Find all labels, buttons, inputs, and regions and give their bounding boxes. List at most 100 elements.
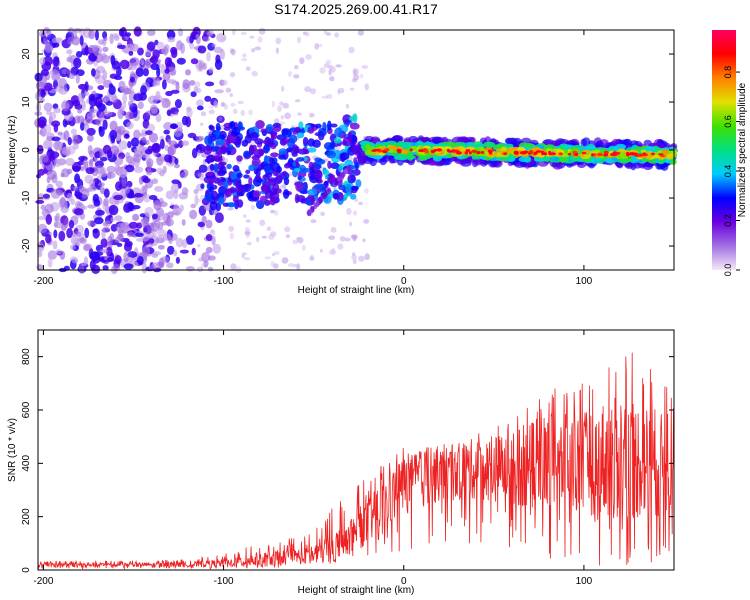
heatmap-cell (66, 192, 73, 202)
heatmap-cell (237, 199, 244, 208)
heatmap-cell (307, 209, 312, 217)
heatmap-cell (232, 165, 240, 172)
heatmap-cell (314, 43, 320, 50)
heatmap-cell (122, 93, 127, 104)
heatmap-cell (328, 64, 333, 70)
heatmap-cell (57, 131, 63, 136)
heatmap-cell (98, 39, 104, 45)
heatmap-cell (259, 219, 266, 226)
heatmap-cell (109, 129, 118, 140)
heatmap-cell (152, 213, 158, 220)
heatmap-cell (358, 255, 365, 262)
heatmap-cell (36, 102, 42, 113)
x-tick-label: -100 (214, 576, 234, 587)
heatmap-cell (90, 95, 95, 101)
heatmap-cell (249, 35, 255, 39)
heatmap-cell (309, 112, 315, 118)
heatmap-cell (52, 240, 58, 250)
heatmap-cell (351, 78, 358, 83)
heatmap-cell (102, 144, 112, 155)
heatmap-cell (66, 49, 73, 55)
heatmap-cell (229, 186, 236, 194)
heatmap-cell (137, 255, 144, 265)
spectrogram-y-ticks: -20 -10 0 10 20 (21, 48, 674, 253)
colorbar-tick-label: 0.4 (723, 165, 733, 178)
heatmap-cell (206, 31, 213, 37)
heatmap-cell (153, 199, 162, 211)
heatmap-cell (252, 190, 261, 198)
heatmap-cell (166, 79, 177, 84)
heatmap-cell (116, 44, 127, 50)
heatmap-cell (42, 37, 47, 43)
heatmap-cell (431, 136, 442, 145)
heatmap-cell (320, 211, 325, 217)
heatmap-cell (273, 263, 279, 269)
y-tick-label: -10 (21, 190, 32, 205)
heatmap-cell (59, 250, 66, 260)
heatmap-cell (150, 55, 158, 64)
heatmap-cell (223, 126, 231, 131)
heatmap-cell (558, 152, 563, 156)
heatmap-cell (330, 123, 338, 128)
heatmap-cell (275, 175, 283, 184)
heatmap-cell (228, 202, 236, 208)
heatmap-cell (112, 264, 121, 272)
heatmap-cell (208, 255, 216, 261)
heatmap-cell (209, 201, 218, 211)
heatmap-cell (133, 93, 144, 102)
heatmap-cell (129, 76, 135, 83)
heatmap-cell (176, 40, 183, 51)
heatmap-cell (169, 123, 179, 129)
heatmap-cell (358, 201, 363, 206)
heatmap-cell (283, 163, 291, 169)
heatmap-cell (200, 122, 204, 126)
heatmap-cell (87, 134, 94, 142)
colorbar-label: Normalized spectral amplitude (737, 82, 748, 217)
heatmap-cell (37, 250, 43, 258)
heatmap-cell (166, 262, 174, 269)
heatmap-cell (243, 184, 252, 192)
heatmap-cell (89, 158, 94, 169)
heatmap-cell (284, 226, 291, 233)
heatmap-cell (43, 102, 53, 112)
heatmap-cell (209, 185, 214, 193)
heatmap-cell (331, 247, 336, 255)
heatmap-cell (352, 210, 358, 216)
heatmap-cell (167, 144, 177, 156)
heatmap-cell (292, 239, 298, 245)
heatmap-cell (88, 29, 96, 40)
heatmap-cell (127, 111, 134, 120)
heatmap-cell (294, 64, 299, 70)
heatmap-cell (270, 131, 277, 140)
heatmap-cell (464, 151, 468, 155)
heatmap-cell (582, 137, 591, 147)
heatmap-cell (246, 191, 253, 199)
heatmap-cell (236, 155, 243, 162)
heatmap-cell (352, 236, 357, 242)
spectrogram-heat-layer (34, 26, 679, 275)
heatmap-cell (163, 122, 173, 131)
heatmap-cell (213, 100, 218, 107)
heatmap-cell (168, 140, 178, 147)
heatmap-cell (173, 163, 180, 169)
heatmap-cell (101, 52, 107, 61)
heatmap-cell (160, 63, 165, 74)
heatmap-cell (266, 226, 272, 231)
heatmap-cell (38, 30, 46, 38)
heatmap-cell (40, 153, 49, 163)
heatmap-cell (287, 263, 295, 267)
heatmap-cell (168, 236, 173, 245)
heatmap-cell (155, 90, 161, 100)
heatmap-cell (101, 228, 106, 240)
heatmap-cell (166, 30, 176, 40)
heatmap-cell (297, 175, 302, 181)
heatmap-cell (117, 125, 126, 136)
heatmap-cell (79, 35, 84, 46)
heatmap-cell (610, 152, 616, 157)
heatmap-cell (251, 48, 256, 53)
heatmap-cell (282, 170, 288, 177)
heatmap-cell (330, 162, 340, 169)
heatmap-cell (212, 177, 221, 184)
heatmap-cell (446, 148, 450, 152)
heatmap-cell (264, 256, 272, 260)
